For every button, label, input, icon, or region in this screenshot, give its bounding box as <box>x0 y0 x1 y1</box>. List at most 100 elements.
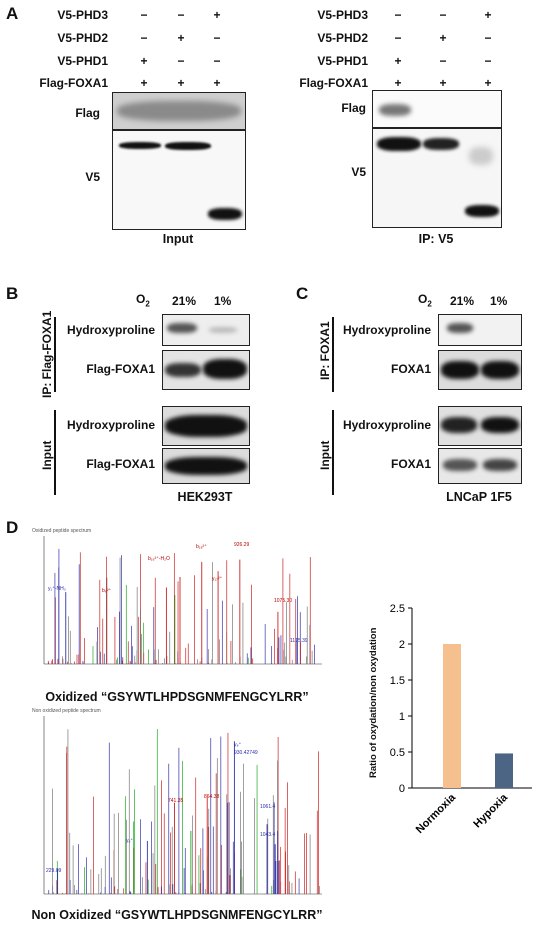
blot-label-hydroxyproline: Hydroxyproline <box>66 418 155 432</box>
peak-label: b₈²⁺ <box>102 588 112 594</box>
panel-label-b: B <box>6 284 19 303</box>
sign: + <box>394 54 402 68</box>
blot-label-foxa1: FOXA1 <box>390 457 431 471</box>
blot-input-v5 <box>112 130 246 230</box>
sign: + <box>177 31 185 45</box>
caption-lncap: LNCaP 1F5 <box>446 490 512 504</box>
sign: − <box>177 54 185 68</box>
y-tick-label: 1.5 <box>390 675 405 687</box>
blot-label-flag: Flag <box>341 101 366 115</box>
row-label-v5-phd1: V5-PHD1 <box>317 54 368 68</box>
row-label-flag-foxa1: Flag-FOXA1 <box>39 76 108 90</box>
row-label-v5-phd2: V5-PHD2 <box>57 31 108 45</box>
sign: − <box>140 8 148 22</box>
caption-input: Input <box>162 232 194 246</box>
sign: + <box>439 31 447 45</box>
condition-label: 1% <box>214 294 232 308</box>
y-tick-label: 2 <box>399 639 405 651</box>
sign: − <box>177 8 185 22</box>
blot-c-ip-foxa1 <box>438 350 522 390</box>
sign: + <box>484 8 492 22</box>
peak-label: 1043.4 <box>260 832 276 838</box>
sign: − <box>439 8 447 22</box>
x-tick-label: Hypoxia <box>471 791 510 830</box>
peak-label: b₁₆²⁺-H₂O <box>148 556 170 562</box>
sign: + <box>213 8 221 22</box>
blot-label-v5: V5 <box>85 170 100 184</box>
blot-b-in-hyp <box>162 406 250 446</box>
blot-label-v5: V5 <box>351 165 366 179</box>
peak-label: 930.42749 <box>234 750 258 756</box>
blot-label-flag-foxa1: Flag-FOXA1 <box>86 362 155 376</box>
blot-c-ip-hyp <box>438 314 522 346</box>
blot-input-flag <box>112 92 246 130</box>
sign: + <box>394 76 402 90</box>
caption-oxidized: Oxidized “GSYWTLHPDSGNMFENGCYLRR” <box>45 690 309 704</box>
peak-label: y₁₇²⁺ <box>212 576 223 582</box>
peak-label: y₁⁺-NH₃ <box>48 586 66 592</box>
ratio-bar-chart: 0 0.5 1 1.5 2 2.5 Normoxia Hypoxia Ratio of oxy… <box>360 590 545 840</box>
panel-label-a: A <box>6 4 19 23</box>
sign: + <box>140 54 148 68</box>
row-label-flag-foxa1: Flag-FOXA1 <box>299 76 368 90</box>
panel-label-c: C <box>296 284 309 303</box>
blot-c-in-foxa1 <box>438 448 522 484</box>
row-label-v5-phd3: V5-PHD3 <box>317 8 368 22</box>
blot-label-hydroxyproline: Hydroxyproline <box>342 323 431 337</box>
y-tick-label: 2.5 <box>390 603 405 615</box>
y-tick-label: 0.5 <box>390 747 405 759</box>
blot-label-hydroxyproline: Hydroxyproline <box>66 323 155 337</box>
peak-label: 741.35 <box>168 798 184 804</box>
blot-ipv5-flag <box>372 90 502 128</box>
sign: − <box>140 31 148 45</box>
blot-label-flag-foxa1: Flag-FOXA1 <box>86 457 155 471</box>
condition-label: 1% <box>490 294 508 308</box>
blot-label-foxa1: FOXA1 <box>390 362 431 376</box>
peak-label: y₆⁺ <box>126 838 134 844</box>
blot-ipv5-v5 <box>372 128 502 228</box>
group-label-input: Input <box>40 440 54 470</box>
peak-label: 926.29 <box>234 542 250 548</box>
peak-label: 1075.30 <box>274 598 293 604</box>
row-label-v5-phd1: V5-PHD1 <box>57 54 108 68</box>
sign: − <box>394 8 402 22</box>
caption-non-oxidized: Non Oxidized “GSYWTLHPDSGNMFENGCYLRR” <box>31 908 323 922</box>
peak-label: 864.38 <box>204 794 220 800</box>
spectrum-oxidized: Oxidized peptide spectrum y₁⁺-NH₃ b₈²⁺ b… <box>28 528 326 678</box>
sign: − <box>484 54 492 68</box>
condition-label: 21% <box>172 294 197 308</box>
row-label-v5-phd2: V5-PHD2 <box>317 31 368 45</box>
x-tick-label: Normoxia <box>414 791 459 836</box>
condition-label: 21% <box>450 294 475 308</box>
row-label-v5-phd3: V5-PHD3 <box>57 8 108 22</box>
sign: + <box>484 76 492 90</box>
y-axis-label: Ratio of oxydation/non oxydation <box>368 627 379 778</box>
caption-ip-v5: IP: V5 <box>418 232 454 246</box>
sign: − <box>213 31 221 45</box>
blot-b-ip-hyp <box>162 314 250 346</box>
blot-c-in-hyp <box>438 406 522 446</box>
sign: − <box>394 31 402 45</box>
sign: − <box>213 54 221 68</box>
peak-label: 229.09 <box>46 868 62 874</box>
sign: − <box>484 31 492 45</box>
y-tick-label: 1 <box>399 711 405 723</box>
o2-label: O2 <box>136 292 150 309</box>
group-label-input: Input <box>318 440 332 470</box>
o2-label: O2 <box>418 292 432 309</box>
peak-label: 1061.4 <box>260 804 276 810</box>
blot-label-flag: Flag <box>75 106 100 120</box>
peak-label: y₈⁺ <box>234 742 242 748</box>
group-label-ip: IP: FOXA1 <box>318 321 332 380</box>
bar-normoxia <box>443 644 461 788</box>
panel-label-d: D <box>6 518 19 537</box>
sign: + <box>213 76 221 90</box>
sign: + <box>177 76 185 90</box>
caption-hek293t: HEK293T <box>177 490 233 504</box>
spectrum-non-oxidized: Non oxidized peptide spectrum y₈⁺ 930.42… <box>28 708 326 908</box>
sign: + <box>439 76 447 90</box>
group-label-ip: IP: Flag-FOXA1 <box>40 310 54 398</box>
sign: + <box>140 76 148 90</box>
y-tick-label: 0 <box>399 783 405 795</box>
blot-b-in-flag <box>162 448 250 484</box>
